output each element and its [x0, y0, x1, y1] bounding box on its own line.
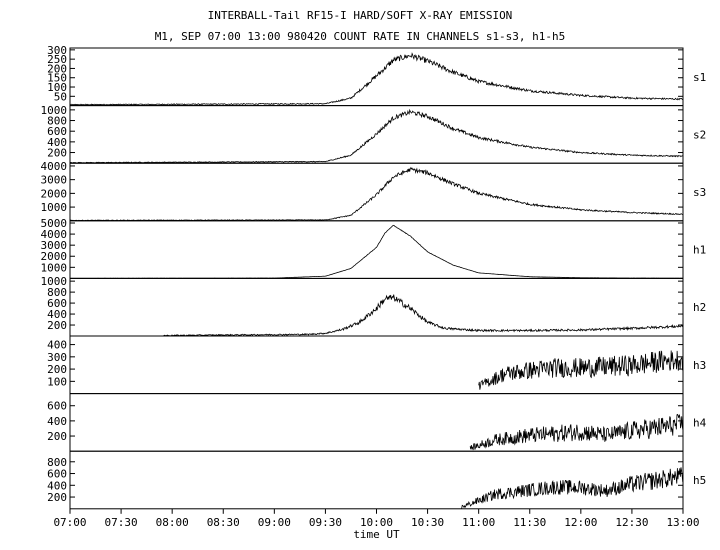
- x-tick-label: 08:30: [207, 516, 240, 529]
- x-tick-label: 07:00: [53, 516, 86, 529]
- x-tick-label: 09:30: [309, 516, 342, 529]
- panel-frame-h3: [69, 335, 684, 395]
- y-tick-label-s1: 300: [47, 44, 67, 57]
- panel-frame-s3: [69, 162, 684, 222]
- x-tick-label: 11:30: [513, 516, 546, 529]
- y-tick-label-s2: 400: [47, 136, 67, 149]
- x-tick-label: 07:30: [105, 516, 138, 529]
- y-tick-label-h2: 200: [47, 319, 67, 332]
- series-line-s3: [69, 166, 683, 222]
- channel-label-h1: h1: [693, 244, 706, 257]
- y-tick-label-h4: 200: [47, 430, 67, 443]
- y-tick-label-s3: 4000: [41, 160, 68, 173]
- chart-title: INTERBALL-Tail RF15-I HARD/SOFT X-RAY EM…: [207, 9, 513, 22]
- x-tick-label: 12:30: [615, 516, 648, 529]
- y-tick-label-h2: 800: [47, 286, 67, 299]
- y-tick-label-s1: 50: [54, 90, 67, 103]
- series-line-h1: [69, 224, 683, 279]
- y-tick-label-s3: 2000: [41, 187, 68, 200]
- y-tick-label-h4: 600: [47, 400, 67, 413]
- series-line-h5: [461, 467, 684, 509]
- y-tick-label-h5: 200: [47, 491, 67, 504]
- series-line-h2: [163, 294, 684, 337]
- y-tick-label-s3: 1000: [41, 201, 68, 214]
- panel-frame-h1: [69, 220, 684, 279]
- series-line-s2: [69, 108, 683, 164]
- y-tick-label-s2: 200: [47, 147, 67, 160]
- x-tick-label: 13:00: [666, 516, 699, 529]
- channel-label-h2: h2: [693, 301, 706, 314]
- y-tick-label-h2: 600: [47, 297, 67, 310]
- y-tick-label-s1: 200: [47, 62, 67, 75]
- y-tick-label-s1: 100: [47, 81, 67, 94]
- y-tick-label-h5: 600: [47, 468, 67, 481]
- y-tick-label-h2: 1000: [41, 275, 68, 288]
- y-tick-label-h1: 2000: [41, 250, 68, 263]
- y-tick-label-h5: 800: [47, 456, 67, 469]
- x-tick-label: 10:00: [360, 516, 393, 529]
- y-tick-label-h3: 300: [47, 351, 67, 364]
- y-tick-label-h1: 3000: [41, 239, 68, 252]
- panel-frame-s1: [69, 47, 684, 107]
- x-tick-label: 09:00: [258, 516, 291, 529]
- series-line-s1: [69, 52, 683, 106]
- y-tick-label-h1: 4000: [41, 228, 68, 241]
- y-tick-label-h3: 100: [47, 375, 67, 388]
- chart-subtitle: M1, SEP 07:00 13:00 980420 COUNT RATE IN…: [154, 30, 566, 43]
- channel-label-h5: h5: [693, 474, 706, 487]
- channel-label-s3: s3: [693, 186, 706, 199]
- y-tick-label-s2: 800: [47, 115, 67, 128]
- y-tick-label-s1: 250: [47, 53, 67, 66]
- channel-label-s2: s2: [693, 128, 706, 141]
- y-tick-label-h3: 400: [47, 339, 67, 352]
- y-tick-label-h5: 400: [47, 479, 67, 492]
- series-line-h3: [478, 350, 683, 390]
- x-tick-label: 08:00: [156, 516, 189, 529]
- y-tick-label-h1: 1000: [41, 261, 68, 274]
- x-tick-label: 10:30: [411, 516, 444, 529]
- y-tick-label-s3: 3000: [41, 174, 68, 187]
- channel-label-h3: h3: [693, 359, 706, 372]
- panel-frame-h4: [69, 393, 684, 452]
- y-tick-label-s2: 1000: [41, 104, 68, 117]
- series-line-h4: [469, 413, 684, 451]
- channel-label-h4: h4: [693, 416, 707, 429]
- y-tick-label-h2: 400: [47, 308, 67, 321]
- y-tick-label-h4: 400: [47, 415, 67, 428]
- panel-frame-h5: [69, 450, 684, 510]
- y-tick-label-h3: 200: [47, 363, 67, 376]
- channel-label-s1: s1: [693, 71, 706, 84]
- y-tick-label-s2: 600: [47, 125, 67, 138]
- x-axis-label: time UT: [353, 528, 400, 541]
- x-tick-label: 11:00: [462, 516, 495, 529]
- y-tick-label-s1: 150: [47, 72, 67, 85]
- y-tick-label-h1: 5000: [41, 217, 68, 230]
- x-tick-label: 12:00: [564, 516, 597, 529]
